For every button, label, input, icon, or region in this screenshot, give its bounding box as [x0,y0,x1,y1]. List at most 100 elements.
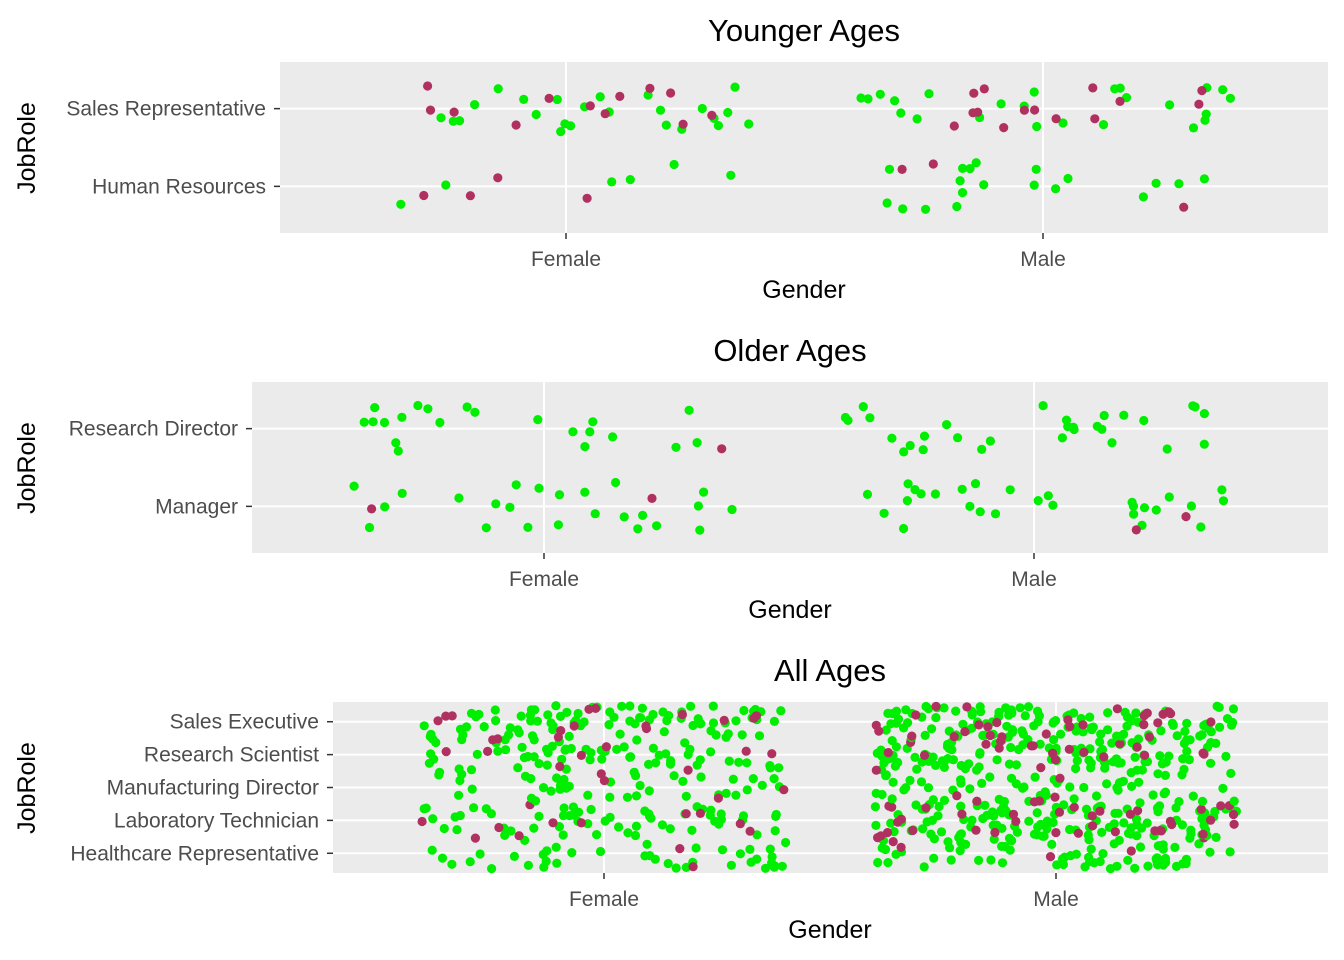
point-male-sales-representative-primary [1165,100,1175,110]
point-male-sales-executive-primary [1131,708,1141,718]
point-male-sales-executive-primary [1023,702,1034,712]
point-female-research-director-primary [608,432,618,442]
point-male-research-scientist-primary [910,752,920,763]
point-male-manager-primary [1139,503,1150,513]
point-male-human-resources-primary [1151,178,1161,188]
point-female-sales-executive-primary [479,722,489,732]
point-female-sales-representative-primary [455,116,465,126]
point-female-research-director-primary [684,405,694,415]
point-female-healthcare-representative-primary [475,849,485,859]
point-male-human-resources-secondary [897,164,907,174]
point-male-research-scientist-primary [975,749,985,759]
point-male-manufacturing-director-primary [1153,769,1163,779]
point-female-healthcare-representative-secondary [470,833,480,843]
point-female-healthcare-representative-secondary [688,862,698,872]
point-female-research-scientist-secondary [683,765,693,775]
point-male-laboratory-technician-primary [926,829,936,839]
point-female-manager-primary [511,480,521,490]
point-male-human-resources-primary [1199,174,1209,184]
point-male-manager-primary [902,496,913,506]
point-female-sales-executive-primary [474,709,484,720]
point-male-manufacturing-director-primary [901,783,911,793]
point-male-laboratory-technician-secondary [1051,828,1061,838]
point-male-research-director-primary [887,433,897,443]
point-male-healthcare-representative-primary [1211,832,1221,843]
point-male-manager-secondary [1131,525,1141,535]
point-male-research-scientist-primary [1211,738,1221,749]
point-male-sales-executive-primary [1156,726,1166,736]
point-male-laboratory-technician-primary [1186,825,1196,835]
point-female-manager-primary [380,502,390,512]
point-male-manufacturing-director-secondary [972,796,982,806]
point-male-healthcare-representative-primary [986,855,996,865]
point-female-healthcare-representative-primary [523,860,534,871]
point-female-sales-executive-primary [658,707,668,717]
point-male-human-resources-primary [898,204,908,214]
point-male-healthcare-representative-primary [1052,860,1062,870]
point-male-laboratory-technician-secondary [1229,819,1239,829]
point-male-laboratory-technician-primary [1059,800,1069,810]
point-female-manufacturing-director-primary [728,774,738,784]
point-male-laboratory-technician-secondary [1011,816,1021,827]
point-male-laboratory-technician-primary [886,818,896,828]
point-female-healthcare-representative-primary [691,843,701,853]
point-male-sales-executive-primary [1096,729,1106,739]
point-female-healthcare-representative-primary [539,862,549,872]
point-female-healthcare-representative-primary [671,863,681,873]
point-male-sales-executive-primary [1049,717,1059,727]
point-female-laboratory-technician-primary [752,830,762,840]
x-axis-title: Gender [762,276,845,304]
point-female-manager-secondary [647,493,657,503]
point-male-manager-secondary [1181,511,1191,522]
point-male-healthcare-representative-primary [1084,852,1094,863]
point-female-research-scientist-secondary [441,747,451,757]
point-male-sales-representative-secondary [1197,86,1207,96]
point-male-research-scientist-primary [1185,735,1195,745]
point-male-sales-representative-primary [1115,83,1125,93]
point-female-manufacturing-director-primary [467,784,477,794]
point-male-sales-executive-primary [923,704,934,714]
chart-title: All Ages [774,653,886,688]
point-male-sales-executive-primary [1126,715,1136,725]
point-male-manufacturing-director-primary [956,778,966,788]
point-male-research-scientist-primary [879,758,889,768]
point-male-laboratory-technician-primary [1032,808,1042,818]
point-female-human-resources-primary [726,170,736,180]
point-female-sales-executive-primary [776,706,786,716]
point-male-manufacturing-director-primary [1135,798,1145,808]
point-male-healthcare-representative-primary [929,853,939,863]
point-male-human-resources-primary [1063,173,1073,184]
point-female-research-director-primary [692,438,702,448]
point-male-research-director-primary [942,420,952,430]
point-female-sales-executive-secondary [677,709,688,720]
point-male-laboratory-technician-secondary [1206,815,1216,825]
point-female-sales-representative-secondary [678,119,688,129]
point-male-manufacturing-director-primary [939,795,950,806]
point-female-research-scientist-primary [542,760,552,770]
point-male-manager-primary [970,479,981,489]
point-female-research-scientist-primary [560,745,570,755]
point-female-healthcare-representative-primary [760,863,771,873]
point-male-research-scientist-primary [992,755,1002,765]
point-male-laboratory-technician-secondary [1198,829,1208,840]
point-female-research-scientist-primary [523,751,533,762]
point-female-research-director-primary [391,438,401,448]
point-female-research-director-secondary [717,444,727,454]
point-male-sales-executive-secondary [962,702,972,712]
point-female-sales-executive-primary [739,705,749,716]
point-male-sales-executive-secondary [1078,720,1088,730]
point-female-manager-primary [505,502,515,512]
point-male-laboratory-technician-primary [997,808,1007,818]
point-male-laboratory-technician-primary [1197,814,1207,824]
point-male-sales-executive-primary [1215,722,1225,732]
point-male-manufacturing-director-primary [887,794,897,804]
point-female-research-director-primary [413,400,423,411]
point-female-healthcare-representative-primary [595,846,606,857]
point-male-sales-executive-primary [931,713,941,723]
point-male-human-resources-primary [1029,180,1039,190]
point-male-research-scientist-primary [1084,755,1094,765]
point-female-manufacturing-director-primary [769,774,779,784]
point-male-healthcare-representative-secondary [888,837,898,847]
point-male-sales-representative-primary [856,93,866,103]
point-female-manager-primary [590,509,600,519]
